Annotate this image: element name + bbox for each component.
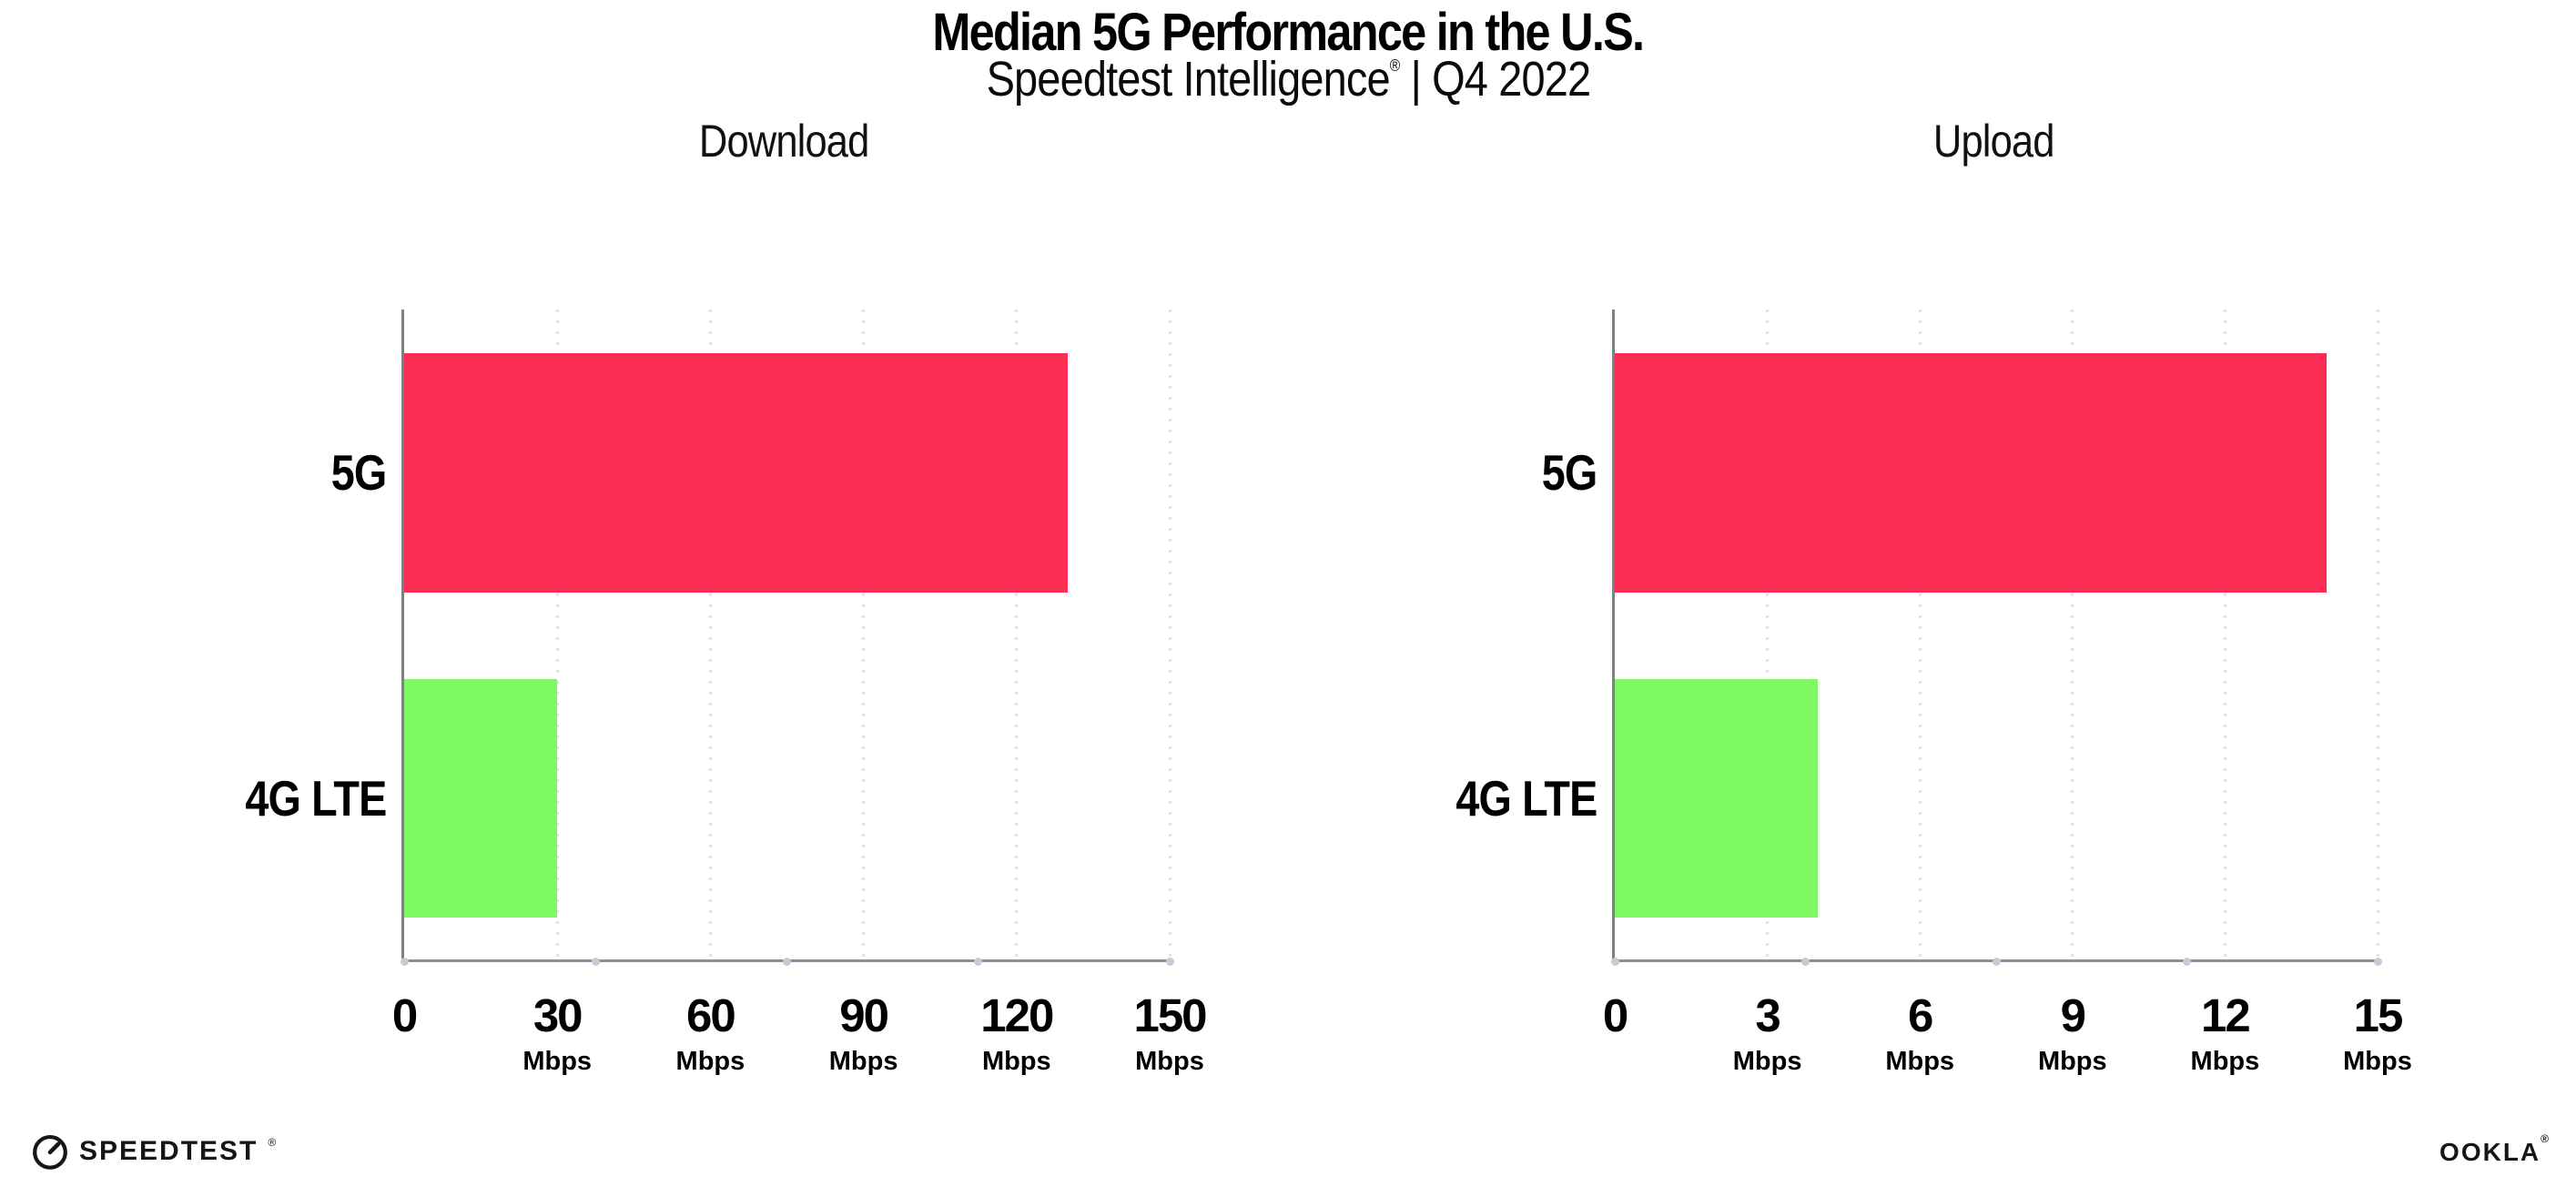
- axis-dot: [783, 958, 791, 966]
- tick-label-3: 3: [1755, 989, 1780, 1041]
- tick-unit: Mbps: [2190, 1047, 2260, 1076]
- axis-dot: [1610, 958, 1619, 966]
- axis-dot: [1992, 958, 2001, 966]
- tick-unit: Mbps: [981, 1047, 1051, 1076]
- tick-label-6: 6: [1908, 989, 1933, 1041]
- tick-unit: Mbps: [2343, 1047, 2412, 1076]
- category-label-text: 5G: [330, 444, 387, 502]
- tick-label-150: 150: [1133, 989, 1207, 1041]
- tick-unit: Mbps: [828, 1047, 898, 1076]
- download-chart-title-text: Download: [699, 116, 869, 167]
- ookla-registered-mark: ®: [2541, 1131, 2551, 1145]
- category-label-4g-lte: 4G LTE: [120, 766, 387, 830]
- category-label-5g: 5G: [1331, 441, 1597, 504]
- upload-chart-title: Upload: [1612, 115, 2375, 167]
- ookla-logo: OOKLA®: [2439, 1132, 2551, 1167]
- tick-label-12: 12: [2201, 989, 2251, 1041]
- tick-unit: Mbps: [2037, 1047, 2107, 1076]
- speedtest-registered-mark: ®: [268, 1136, 277, 1149]
- ookla-logo-text: OOKLA: [2439, 1138, 2541, 1166]
- subtitle-brand: Speedtest Intelligence: [986, 52, 1390, 107]
- gridline: [2071, 309, 2074, 959]
- subtitle-period: Q4 2022: [1431, 52, 1591, 107]
- tick-unit: Mbps: [522, 1047, 593, 1076]
- gridline: [2223, 309, 2226, 959]
- category-label-text: 5G: [1541, 444, 1597, 502]
- bar-4g-lte: [1615, 678, 1819, 918]
- category-label-5g: 5G: [120, 441, 387, 504]
- axis-dot: [2183, 958, 2191, 966]
- axis-dot: [400, 958, 409, 966]
- registered-mark: ®: [1389, 56, 1400, 75]
- upload-chart-title-text: Upload: [1932, 116, 2055, 167]
- gridline: [555, 309, 559, 959]
- gridline: [708, 309, 712, 959]
- axis-dot: [2373, 958, 2382, 966]
- tick-unit: Mbps: [1135, 1047, 1204, 1076]
- tick-unit: Mbps: [675, 1047, 745, 1076]
- page-subtitle-text: Speedtest Intelligence® | Q4 2022: [986, 51, 1591, 107]
- gridline: [862, 309, 866, 959]
- bar-5g: [1615, 352, 2328, 593]
- upload-chart-plot-area: 5G 4G LTE 0 3 Mbps 6 Mbps 9 Mbps 12 Mbps 15 Mbps: [1455, 309, 2412, 1076]
- category-label-4g-lte: 4G LTE: [1331, 766, 1597, 830]
- speedtest-logo-text: SPEEDTEST: [79, 1136, 259, 1166]
- gridline: [2376, 309, 2379, 959]
- tick-label-120: 120: [980, 989, 1054, 1041]
- gridline: [1015, 309, 1019, 959]
- page-title-text: Median 5G Performance in the U.S.: [932, 3, 1646, 62]
- axis-dot: [974, 958, 983, 966]
- gridline: [1766, 309, 1770, 959]
- page-subtitle: Speedtest Intelligence® | Q4 2022: [0, 51, 2576, 107]
- page-title: Median 5G Performance in the U.S.: [0, 2, 2576, 63]
- tick-label-0: 0: [391, 989, 418, 1041]
- tick-label-9: 9: [2060, 989, 2086, 1041]
- speedtest-logo: SPEEDTEST ®: [31, 1132, 276, 1171]
- download-chart-title: Download: [401, 115, 1167, 167]
- tick-label-15: 15: [2353, 989, 2404, 1041]
- tick-label-30: 30: [532, 989, 583, 1041]
- axis-dot: [1165, 958, 1174, 966]
- axis-dot: [591, 958, 600, 966]
- category-label-text: 4G LTE: [1455, 769, 1597, 827]
- gridline: [1168, 309, 1171, 959]
- bar-4g-lte: [404, 678, 558, 918]
- subtitle-separator: |: [1410, 52, 1421, 107]
- tick-label-60: 60: [686, 989, 736, 1041]
- speedtest-gauge-icon: [33, 1134, 67, 1170]
- bar-5g: [404, 352, 1068, 593]
- download-chart-plot-area: 5G 4G LTE 0 30 Mbps 60 Mbps 90 Mbps 120 Mbps 150 Mbp…: [245, 309, 1208, 1076]
- axis-dot: [1801, 958, 1810, 966]
- tick-unit: Mbps: [1885, 1047, 1955, 1076]
- tick-label-90: 90: [839, 989, 889, 1041]
- tick-label-0: 0: [1602, 989, 1628, 1041]
- tick-unit: Mbps: [1732, 1047, 1802, 1076]
- category-label-text: 4G LTE: [244, 769, 387, 827]
- gridline: [1918, 309, 1922, 959]
